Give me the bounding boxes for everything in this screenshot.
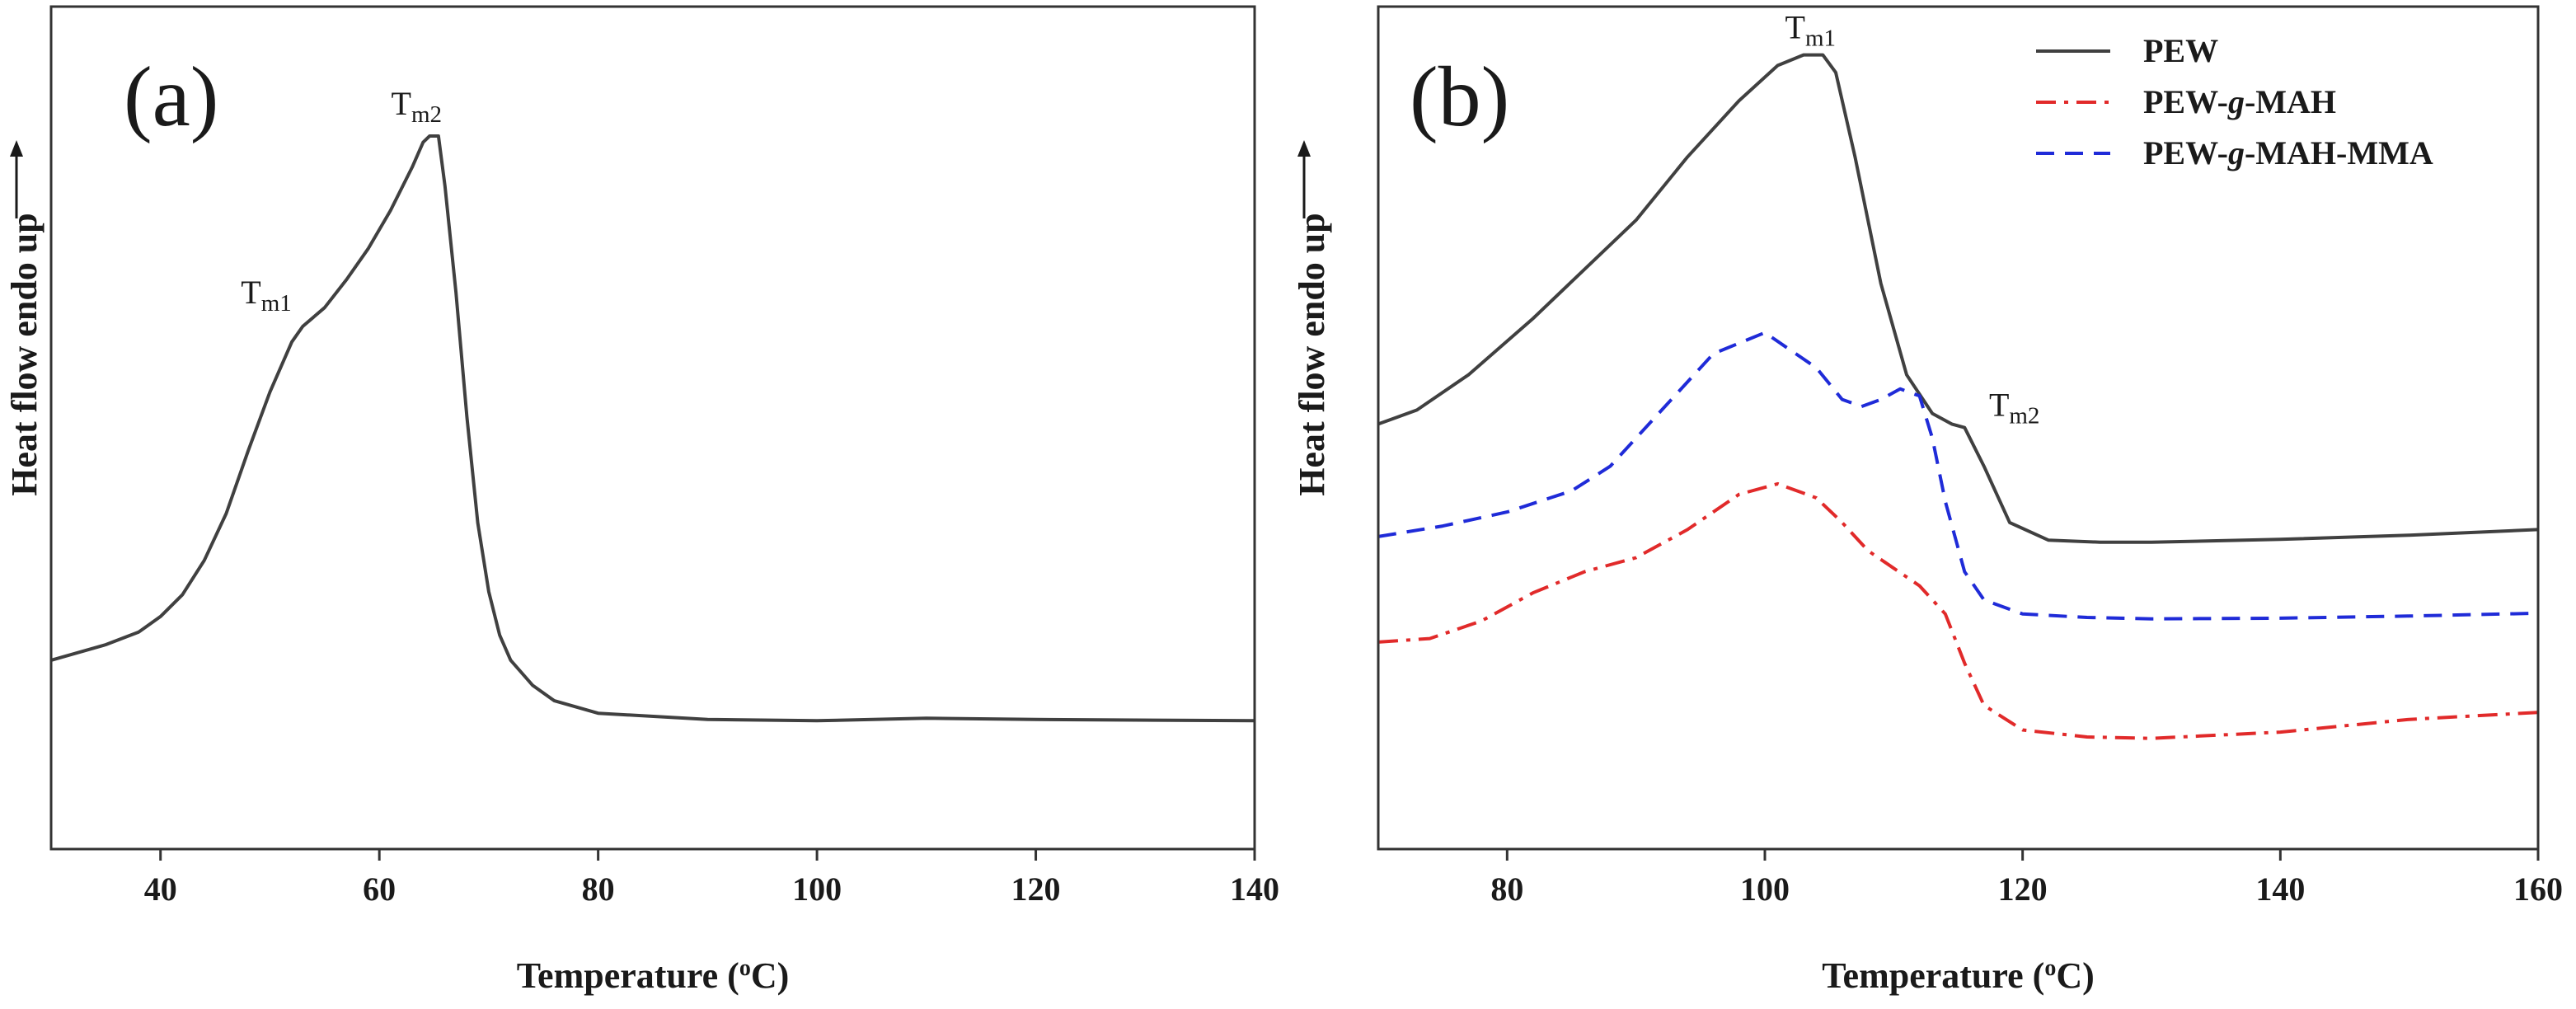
annotation-tm1: Tm1: [1785, 9, 1837, 52]
y-axis-title: Heat flow endo up: [1292, 213, 1332, 495]
x-tick-label: 120: [1011, 871, 1061, 908]
x-tick-label: 40: [144, 871, 177, 908]
x-tick-label: 80: [1490, 871, 1523, 908]
x-tick-label: 120: [1998, 871, 2048, 908]
x-tick-label: 100: [792, 871, 842, 908]
x-axis-title: Temperature (oC): [1822, 955, 2095, 997]
legend: PEW PEW-g-MAH PEW-g-MAH-MMA: [2036, 32, 2433, 171]
x-tick-label: 80: [582, 871, 615, 908]
panel-b: 80 100 120 140 160 Temperature (oC) Heat flow …: [1292, 5, 2563, 997]
y-axis-arrow-icon: [1297, 140, 1311, 157]
panel-label: (b): [1410, 49, 1509, 144]
x-tick-label: 140: [2255, 871, 2305, 908]
plot-frame: [49, 5, 1256, 851]
panel-label: (a): [124, 49, 218, 144]
x-tick-label: 140: [1230, 871, 1279, 908]
y-axis-arrow-icon: [10, 140, 23, 157]
y-axis-title: Heat flow endo up: [4, 213, 45, 495]
legend-entry: PEW-g-MAH-MMA: [2143, 134, 2433, 171]
x-tick-label: 100: [1740, 871, 1790, 908]
x-axis-title: Temperature (oC): [517, 955, 790, 997]
annotation-tm2: Tm2: [1989, 387, 2040, 429]
annotation-tm2: Tm2: [392, 85, 442, 128]
legend-entry: PEW: [2143, 32, 2218, 69]
series-line-pew: [50, 134, 1255, 723]
x-tick-label: 160: [2513, 871, 2563, 908]
series-line-pew-g-mah-mma: [1377, 331, 2539, 621]
annotation-tm1: Tm1: [241, 274, 292, 317]
legend-entry: PEW-g-MAH: [2143, 83, 2336, 120]
panel-a: 40 60 80 100 120 140 Temperature (oC) Heat flow…: [4, 5, 1279, 997]
plot-frame: [1377, 5, 2540, 851]
series-line-pew: [1377, 53, 2539, 544]
series-line-pew-g-mah: [1377, 481, 2539, 740]
x-tick-label: 60: [363, 871, 396, 908]
